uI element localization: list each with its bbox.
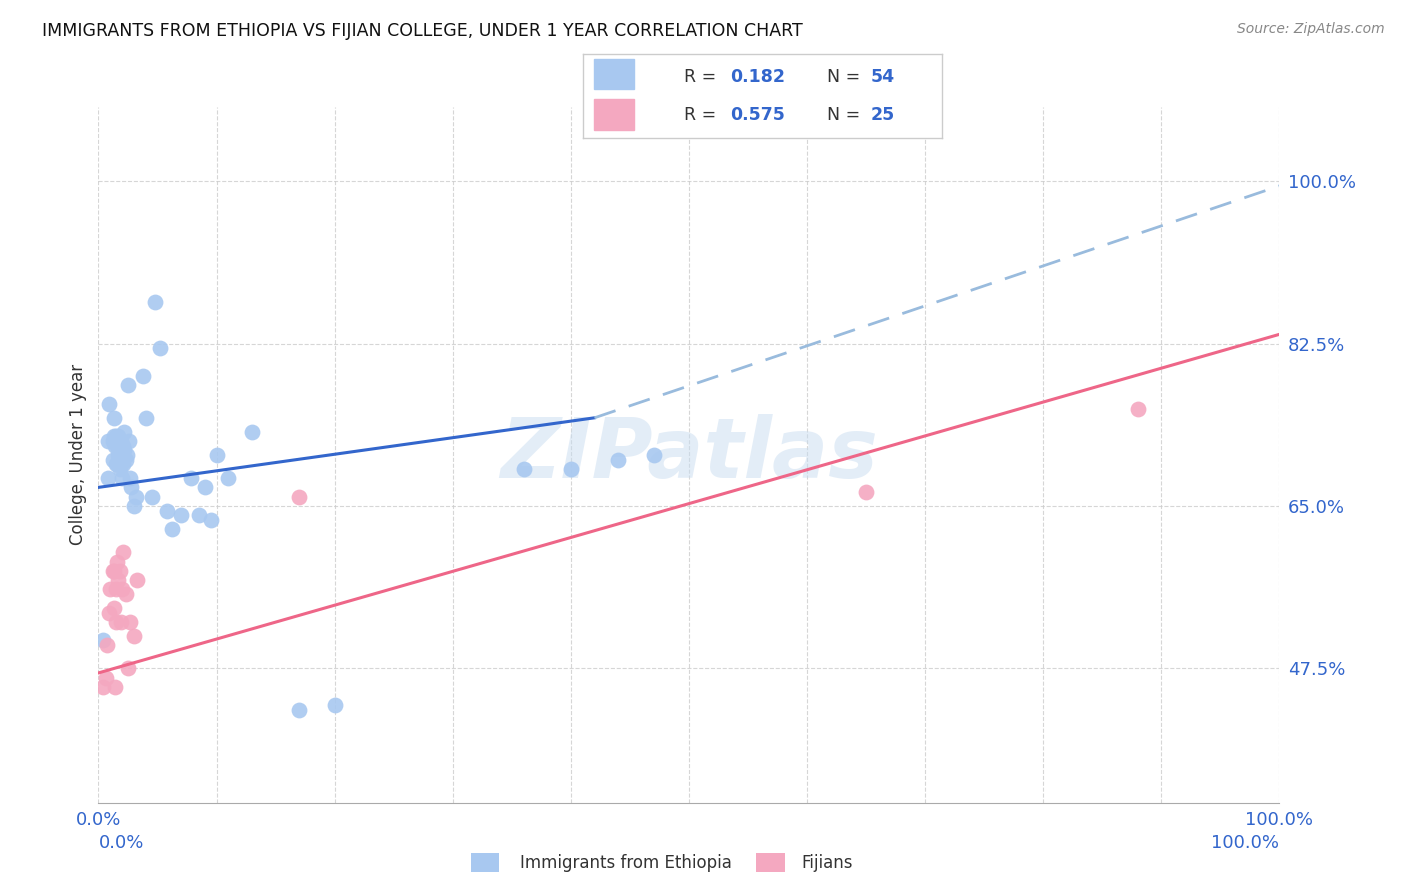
Y-axis label: College, Under 1 year: College, Under 1 year	[69, 364, 87, 546]
Text: 0.575: 0.575	[731, 106, 786, 124]
Point	[217, 471, 239, 485]
Point	[98, 606, 121, 620]
Text: 0.0%: 0.0%	[98, 834, 143, 852]
Point	[121, 480, 143, 494]
Point	[103, 564, 125, 578]
Point	[107, 429, 129, 443]
Point	[110, 615, 132, 629]
Point	[107, 448, 129, 462]
Point	[107, 573, 129, 587]
Point	[141, 490, 163, 504]
Point	[104, 680, 127, 694]
Point	[111, 452, 134, 467]
Point	[108, 462, 131, 476]
Point	[323, 698, 346, 713]
Bar	[595, 99, 634, 130]
Point	[108, 443, 131, 458]
Point	[156, 503, 179, 517]
Point	[205, 448, 228, 462]
Point	[180, 471, 202, 485]
Point	[115, 448, 138, 462]
Point	[112, 439, 135, 453]
Text: N =: N =	[827, 69, 866, 87]
Point	[160, 522, 183, 536]
Point	[1126, 401, 1149, 416]
Point	[127, 573, 149, 587]
Point	[125, 490, 148, 504]
Text: IMMIGRANTS FROM ETHIOPIA VS FIJIAN COLLEGE, UNDER 1 YEAR CORRELATION CHART: IMMIGRANTS FROM ETHIOPIA VS FIJIAN COLLE…	[42, 22, 803, 40]
Point	[120, 471, 142, 485]
Point	[288, 490, 311, 504]
Point	[103, 410, 125, 425]
Text: 0.182: 0.182	[731, 69, 786, 87]
Point	[105, 429, 128, 443]
Point	[98, 582, 121, 597]
Point	[112, 425, 135, 439]
Point	[240, 425, 263, 439]
Point	[170, 508, 193, 523]
Point	[114, 587, 136, 601]
Point	[132, 369, 155, 384]
Point	[117, 378, 139, 392]
Point	[118, 434, 141, 448]
Point	[110, 434, 132, 448]
Text: N =: N =	[827, 106, 866, 124]
Point	[104, 439, 127, 453]
Point	[120, 615, 142, 629]
Point	[105, 555, 128, 569]
Text: ZIPatlas: ZIPatlas	[501, 415, 877, 495]
Point	[194, 480, 217, 494]
Bar	[595, 59, 634, 89]
Point	[101, 434, 124, 448]
Point	[187, 508, 209, 523]
Point	[105, 439, 128, 453]
Point	[91, 680, 114, 694]
Point	[91, 633, 114, 648]
Point	[94, 671, 117, 685]
Point	[643, 448, 665, 462]
Point	[111, 471, 134, 485]
Point	[114, 452, 136, 467]
Point	[111, 582, 134, 597]
Point	[105, 615, 128, 629]
Point	[98, 397, 121, 411]
Point	[105, 582, 128, 597]
Point	[560, 462, 582, 476]
Text: Source: ZipAtlas.com: Source: ZipAtlas.com	[1237, 22, 1385, 37]
Point	[112, 457, 135, 471]
Point	[110, 452, 132, 467]
Point	[855, 485, 877, 500]
Point	[112, 545, 135, 559]
Point	[512, 462, 534, 476]
Point	[108, 564, 131, 578]
Point	[117, 661, 139, 675]
Text: 100.0%: 100.0%	[1212, 834, 1279, 852]
Point	[96, 638, 118, 652]
Text: R =: R =	[683, 106, 721, 124]
Point	[103, 601, 125, 615]
Text: R =: R =	[683, 69, 721, 87]
Point	[105, 457, 128, 471]
Text: Immigrants from Ethiopia: Immigrants from Ethiopia	[520, 854, 733, 871]
Point	[112, 443, 135, 458]
Point	[143, 294, 166, 309]
Text: Fijians: Fijians	[801, 854, 853, 871]
Point	[101, 564, 124, 578]
Point	[97, 471, 120, 485]
Point	[97, 434, 120, 448]
Point	[122, 499, 145, 513]
Point	[122, 629, 145, 643]
Point	[105, 457, 128, 471]
Point	[101, 452, 124, 467]
Point	[149, 341, 172, 355]
Point	[200, 513, 222, 527]
Point	[103, 429, 125, 443]
Point	[607, 452, 630, 467]
Text: 25: 25	[870, 106, 894, 124]
Point	[135, 410, 157, 425]
Text: 54: 54	[870, 69, 894, 87]
Point	[288, 703, 311, 717]
